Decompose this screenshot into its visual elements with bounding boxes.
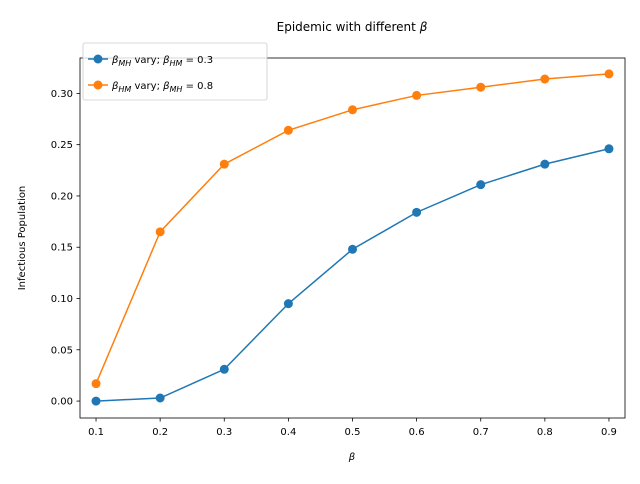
data-point — [412, 207, 422, 217]
data-point — [283, 125, 293, 135]
y-tick-label: 0.05 — [51, 345, 73, 356]
data-point — [604, 144, 614, 154]
y-tick-label: 0.30 — [51, 89, 73, 100]
data-point — [283, 299, 293, 309]
chart-title: Epidemic with different β — [277, 20, 428, 34]
legend-marker-2 — [93, 80, 103, 90]
y-tick-label: 0.00 — [51, 397, 73, 408]
legend-label-1: βMH vary; βHM = 0.3 — [111, 55, 213, 68]
series-layer — [91, 69, 614, 406]
legend-box — [82, 42, 268, 101]
y-axis-title: Infectious Population — [17, 186, 28, 291]
y-tick-label: 0.10 — [51, 294, 73, 305]
x-axis: 0.1 0.2 0.3 0.4 0.5 0.6 0.7 0.8 0.9 — [88, 418, 617, 438]
data-point — [540, 74, 550, 84]
legend-marker-1 — [93, 54, 103, 64]
y-axis: 0.00 0.05 0.10 0.15 0.20 0.25 0.30 — [51, 89, 80, 408]
data-point — [476, 82, 486, 92]
data-point — [348, 244, 357, 254]
data-point — [155, 227, 165, 237]
y-tick-label: 0.25 — [51, 140, 73, 151]
x-tick-label: 0.9 — [601, 427, 617, 438]
data-point — [91, 396, 101, 406]
data-point — [91, 379, 101, 389]
legend: βMH vary; βHM = 0.3 βHM vary; βMH = 0.8 — [82, 42, 268, 101]
x-tick-label: 0.2 — [152, 427, 168, 438]
x-tick-label: 0.4 — [280, 427, 296, 438]
legend-label-2: βHM vary; βMH = 0.8 — [111, 81, 213, 94]
data-point — [412, 90, 422, 100]
data-point — [476, 180, 486, 190]
y-tick-label: 0.15 — [51, 243, 73, 254]
x-tick-label: 0.7 — [473, 427, 489, 438]
data-point — [219, 364, 229, 374]
y-tick-label: 0.20 — [51, 191, 73, 202]
x-tick-label: 0.1 — [88, 427, 104, 438]
x-tick-label: 0.3 — [216, 427, 232, 438]
x-tick-label: 0.8 — [537, 427, 553, 438]
data-point — [219, 159, 229, 169]
data-point — [540, 159, 550, 169]
x-tick-label: 0.5 — [345, 427, 361, 438]
data-point — [348, 105, 357, 115]
data-point — [604, 69, 614, 79]
x-axis-title: β — [348, 452, 356, 463]
data-point — [155, 393, 165, 403]
x-tick-label: 0.6 — [409, 427, 425, 438]
